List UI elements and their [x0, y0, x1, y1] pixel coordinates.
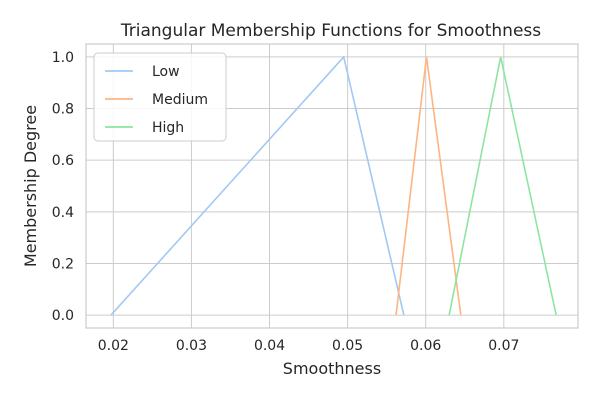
x-tick-label: 0.04: [254, 338, 285, 354]
series-line-medium: [395, 56, 462, 316]
legend-label-high: High: [152, 120, 184, 136]
x-tick-label: 0.05: [332, 338, 363, 354]
tick-labels: 0.02 0.03 0.04 0.05 0.06 0.07 0.0 0.2 0.4 0.6 0.8 1…: [52, 50, 520, 354]
y-tick-label: 0.4: [52, 205, 74, 221]
series-line-low: [110, 55, 405, 316]
plot-frame: [85, 43, 579, 329]
series-line-high: [448, 56, 557, 316]
x-tick-label: 0.02: [98, 338, 129, 354]
y-tick-label: 0.2: [52, 256, 74, 272]
y-tick-label: 1.0: [52, 50, 74, 66]
legend-label-medium: Medium: [152, 92, 208, 108]
legend-box: [93, 52, 227, 142]
x-axis-label: Smoothness: [283, 359, 381, 378]
legend-items: Low Medium High: [105, 64, 208, 136]
y-tick-label: 0.6: [52, 153, 74, 169]
series-lines: [110, 55, 557, 316]
y-tick-label: 0.8: [52, 102, 74, 118]
x-tick-label: 0.07: [488, 338, 519, 354]
chart-title: Triangular Membership Functions for Smoo…: [120, 21, 541, 41]
x-tick-label: 0.06: [410, 338, 441, 354]
legend-label-low: Low: [152, 64, 180, 80]
x-tick-label: 0.03: [176, 338, 207, 354]
legend: Low Medium High: [93, 52, 227, 142]
y-tick-label: 0.0: [52, 308, 74, 324]
y-axis-label: Membership Degree: [21, 105, 40, 267]
